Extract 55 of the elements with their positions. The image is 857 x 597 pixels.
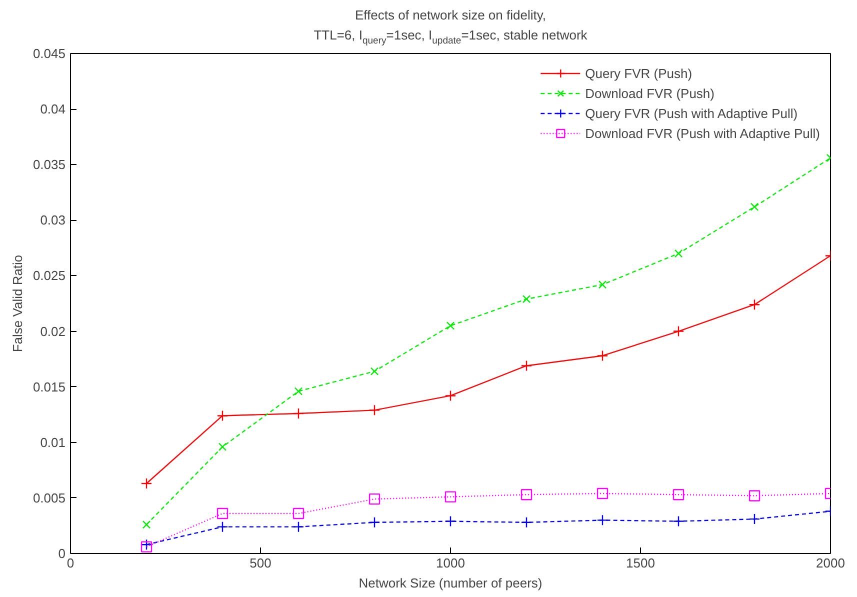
point bbox=[748, 513, 760, 525]
y-tick-label: 0.01 bbox=[40, 434, 66, 450]
point bbox=[444, 491, 456, 502]
point bbox=[750, 202, 759, 211]
y-axis-title: False Valid Ratio bbox=[10, 254, 25, 352]
point bbox=[216, 521, 228, 532]
x-tick-label: 500 bbox=[250, 556, 272, 570]
point bbox=[672, 489, 684, 500]
chart-title: Effects of network size on fidelity, bbox=[355, 8, 546, 22]
x-tick-label: 1000 bbox=[436, 556, 465, 570]
point bbox=[520, 360, 532, 372]
legend-label: Query FVR (Push with Adaptive Pull) bbox=[585, 106, 798, 120]
y-tick-label: 0.005 bbox=[32, 490, 66, 506]
point bbox=[596, 350, 608, 362]
point bbox=[672, 516, 684, 527]
point bbox=[294, 387, 303, 396]
y-tick-label: 0.035 bbox=[32, 157, 66, 172]
y-tick-label: 0.015 bbox=[32, 379, 66, 394]
point bbox=[216, 508, 228, 520]
y-tick-label: 0.025 bbox=[32, 268, 66, 284]
legend-label: Download FVR (Push) bbox=[585, 86, 714, 100]
y-tick-label: 0.03 bbox=[40, 212, 66, 228]
point bbox=[142, 520, 151, 529]
point bbox=[444, 390, 456, 402]
point bbox=[520, 516, 532, 528]
point bbox=[292, 408, 304, 420]
legend-label: Download FVR (Push with Adaptive Pull) bbox=[585, 126, 820, 140]
point bbox=[140, 478, 152, 490]
point bbox=[672, 326, 684, 337]
point bbox=[218, 442, 227, 451]
x-axis-title: Network Size (number of peers) bbox=[358, 576, 542, 590]
legend-label: Query FVR (Push) bbox=[585, 66, 692, 80]
point bbox=[446, 322, 455, 330]
x-tick-label: 2000 bbox=[816, 556, 845, 570]
point bbox=[444, 516, 456, 527]
point bbox=[292, 521, 304, 532]
point bbox=[674, 249, 683, 258]
point bbox=[370, 367, 379, 376]
y-tick-label: 0.045 bbox=[32, 46, 66, 61]
point bbox=[598, 280, 607, 289]
y-tick-label: 0.04 bbox=[40, 102, 66, 117]
point bbox=[520, 489, 532, 500]
y-tick-label: 0 bbox=[58, 546, 66, 561]
point bbox=[292, 508, 304, 520]
point bbox=[596, 514, 608, 526]
point bbox=[368, 404, 380, 416]
point bbox=[748, 490, 760, 502]
point bbox=[368, 493, 380, 505]
y-tick-label: 0.02 bbox=[40, 324, 66, 339]
point bbox=[368, 516, 380, 528]
x-tick-label: 1500 bbox=[626, 556, 655, 570]
point bbox=[596, 488, 608, 500]
point bbox=[216, 410, 228, 422]
point bbox=[748, 299, 760, 310]
point bbox=[522, 294, 531, 304]
